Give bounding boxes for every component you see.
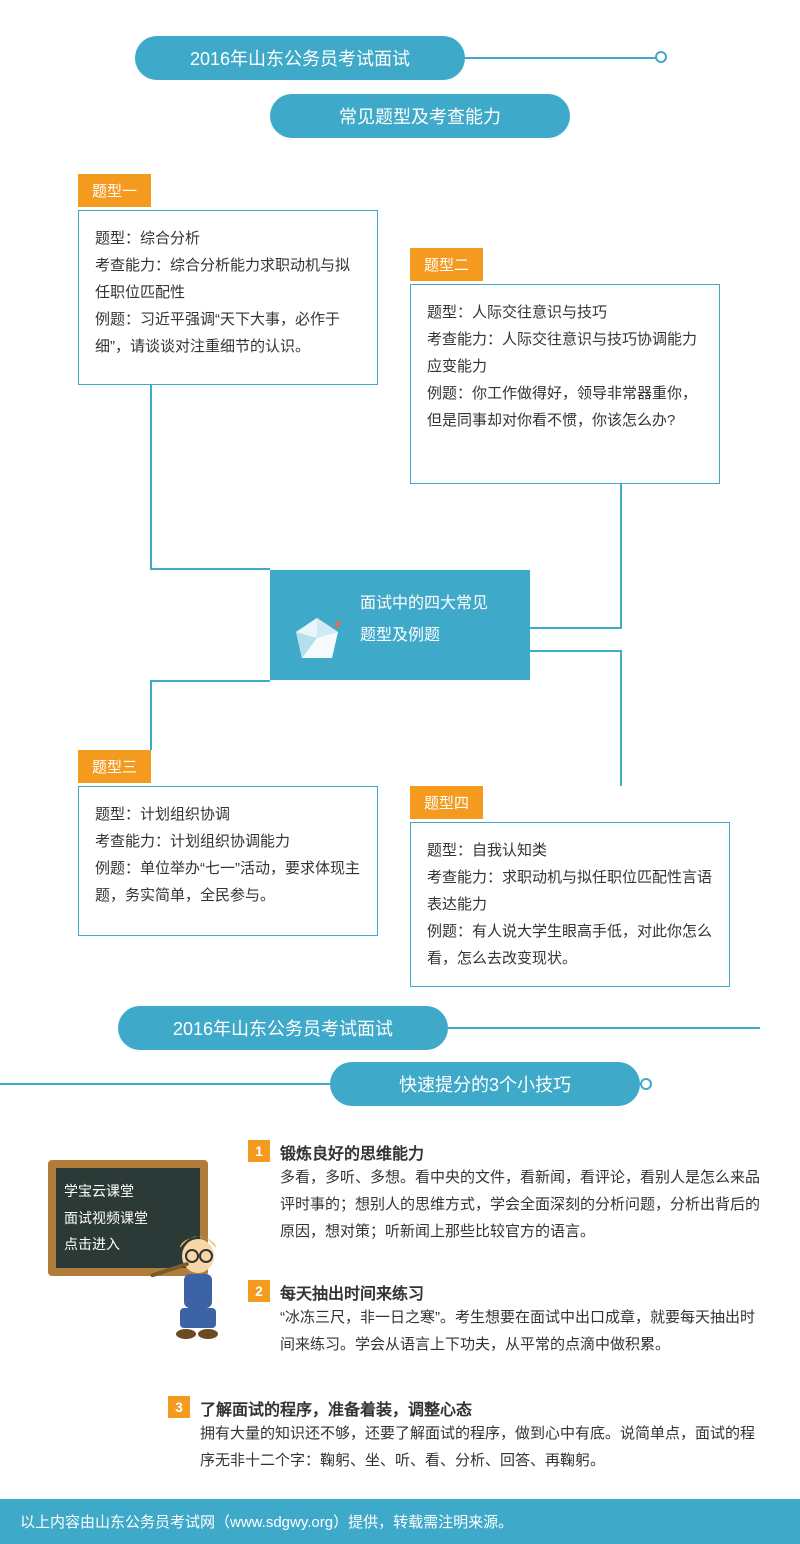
header2-pill-2: 快速提分的3个小技巧	[330, 1062, 640, 1106]
header-pill-1: 2016年山东公务员考试面试	[135, 36, 465, 80]
tag-type2: 题型二	[410, 248, 483, 281]
conn-1h	[150, 568, 270, 570]
tip2-body: “冰冻三尺，非一日之寒”。考生想要在面试中出口成章，就要每天抽出时间来练习。学会…	[280, 1304, 760, 1358]
board-line1: 学宝云课堂	[64, 1183, 134, 1199]
header-rule-top	[460, 57, 660, 59]
header-pill-1-text: 2016年山东公务员考试面试	[190, 45, 410, 71]
header2-pill-2-text: 快速提分的3个小技巧	[399, 1071, 571, 1097]
header2-pill-1-text: 2016年山东公务员考试面试	[173, 1015, 393, 1041]
center-line2: 题型及例题	[360, 627, 440, 644]
tip1-body: 多看，多听、多想。看中央的文件，看新闻，看评论，看别人是怎么来品评时事的；想别人…	[280, 1164, 760, 1245]
tip2-num: 2	[248, 1280, 270, 1302]
card-type1-body: 题型：综合分析 考查能力：综合分析能力求职动机与拟任职位匹配性 例题：习近平强调…	[95, 230, 350, 355]
conn-3h	[150, 680, 270, 682]
header2-dot	[640, 1078, 652, 1090]
tag-type4-text: 题型四	[424, 795, 469, 812]
center-box: 面试中的四大常见 题型及例题	[270, 570, 530, 680]
diamond-icon	[292, 614, 342, 664]
footer-bar: 以上内容由山东公务员考试网（www.sdgwy.org）提供，转载需注明来源。	[0, 1499, 800, 1544]
footer-text: 以上内容由山东公务员考试网（www.sdgwy.org）提供，转载需注明来源。	[20, 1514, 513, 1531]
tip3-body: 拥有大量的知识还不够，还要了解面试的程序，做到心中有底。说简单点，面试的程序无非…	[200, 1420, 760, 1474]
card-type4: 题型：自我认知类 考查能力：求职动机与拟任职位匹配性言语表达能力 例题：有人说大…	[410, 822, 730, 987]
conn-2h	[530, 627, 622, 629]
board-line2: 面试视频课堂	[64, 1210, 148, 1226]
tip3-title: 了解面试的程序，准备着装，调整心态	[200, 1396, 472, 1420]
conn-3v	[150, 680, 152, 750]
header-pill-2-text: 常见题型及考查能力	[339, 103, 501, 129]
tag-type1-text: 题型一	[92, 183, 137, 200]
board-line3: 点击进入	[64, 1236, 120, 1252]
tag-type3-text: 题型三	[92, 759, 137, 776]
header2-rule-l	[0, 1083, 330, 1085]
card-type3-body: 题型：计划组织协调 考查能力：计划组织协调能力 例题：单位举办“七一”活动，要求…	[95, 806, 360, 904]
teacher-icon	[150, 1230, 240, 1340]
tip3-num: 3	[168, 1396, 190, 1418]
header2-pill-1: 2016年山东公务员考试面试	[118, 1006, 448, 1050]
conn-4v	[620, 650, 622, 786]
conn-2v	[620, 484, 622, 629]
tip1-title: 锻炼良好的思维能力	[280, 1140, 424, 1164]
tag-type1: 题型一	[78, 174, 151, 207]
card-type2-body: 题型：人际交往意识与技巧 考查能力：人际交往意识与技巧协调能力应变能力 例题：你…	[427, 304, 697, 429]
header-pill-2: 常见题型及考查能力	[270, 94, 570, 138]
card-type2: 题型：人际交往意识与技巧 考查能力：人际交往意识与技巧协调能力应变能力 例题：你…	[410, 284, 720, 484]
tag-type3: 题型三	[78, 750, 151, 783]
card-type1: 题型：综合分析 考查能力：综合分析能力求职动机与拟任职位匹配性 例题：习近平强调…	[78, 210, 378, 385]
tag-type2-text: 题型二	[424, 257, 469, 274]
tip1-num: 1	[248, 1140, 270, 1162]
conn-4h	[530, 650, 622, 652]
conn-1v	[150, 385, 152, 570]
tip2-title: 每天抽出时间来练习	[280, 1280, 424, 1304]
tag-type4: 题型四	[410, 786, 483, 819]
header-dot-top	[655, 51, 667, 63]
header2-rule-r	[448, 1027, 760, 1029]
card-type3: 题型：计划组织协调 考查能力：计划组织协调能力 例题：单位举办“七一”活动，要求…	[78, 786, 378, 936]
card-type4-body: 题型：自我认知类 考查能力：求职动机与拟任职位匹配性言语表达能力 例题：有人说大…	[427, 842, 712, 967]
center-line1: 面试中的四大常见	[360, 595, 488, 612]
